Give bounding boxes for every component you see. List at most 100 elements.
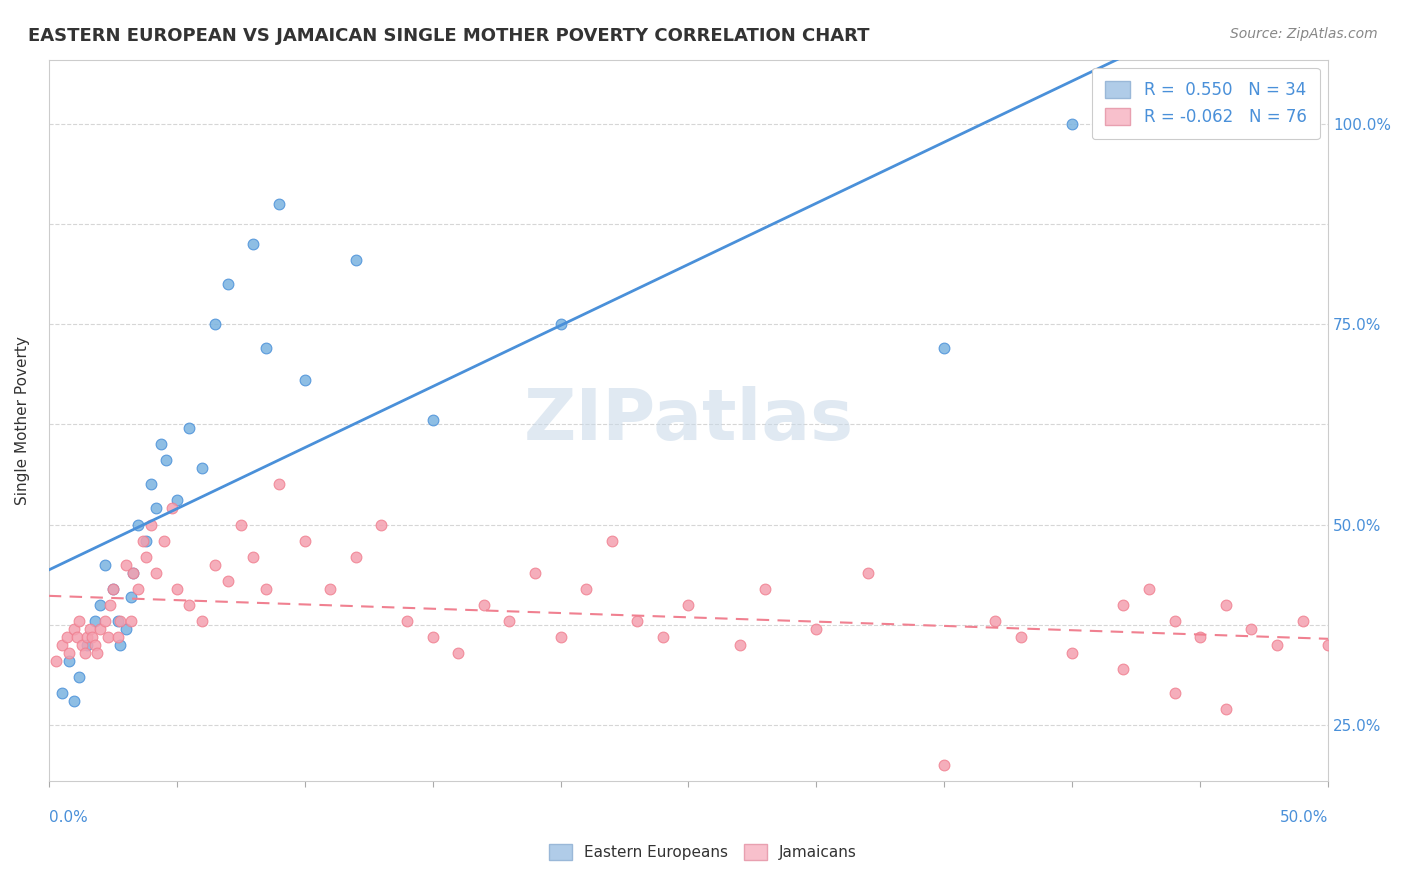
Point: [114, 558, 136, 572]
Point: [82, 630, 104, 644]
Point: [69, 614, 91, 628]
Point: [191, 614, 214, 628]
Point: [1215, 702, 1237, 716]
Point: [145, 501, 167, 516]
Point: [447, 646, 470, 660]
Point: [229, 517, 252, 532]
Point: [934, 758, 956, 772]
Point: [45, 654, 67, 668]
Point: [79, 622, 101, 636]
Point: [217, 574, 239, 588]
Point: [1215, 598, 1237, 612]
Point: [58, 654, 80, 668]
Point: [63, 622, 86, 636]
Point: [370, 517, 392, 532]
Point: [73, 646, 96, 660]
Point: [166, 493, 188, 508]
Point: [422, 413, 444, 427]
Point: [550, 317, 572, 331]
Point: [1112, 598, 1135, 612]
Point: [626, 614, 648, 628]
Point: [150, 437, 173, 451]
Point: [120, 614, 142, 628]
Point: [319, 582, 342, 596]
Point: [127, 517, 149, 532]
Point: [179, 421, 201, 435]
Point: [984, 614, 1007, 628]
Point: [110, 638, 132, 652]
Point: [1265, 638, 1288, 652]
Text: 50.0%: 50.0%: [1279, 810, 1329, 825]
Legend: R =  0.550   N = 34, R = -0.062   N = 76: R = 0.550 N = 34, R = -0.062 N = 76: [1092, 68, 1320, 139]
Point: [110, 614, 132, 628]
Point: [76, 630, 98, 644]
Point: [651, 630, 673, 644]
Point: [254, 582, 277, 596]
Point: [472, 598, 495, 612]
Point: [83, 638, 105, 652]
Point: [267, 477, 290, 491]
Point: [51, 686, 73, 700]
Point: [107, 630, 129, 644]
Point: [66, 630, 89, 644]
Point: [132, 533, 155, 548]
Point: [145, 566, 167, 580]
Point: [294, 533, 316, 548]
Point: [114, 622, 136, 636]
Point: [523, 566, 546, 580]
Point: [934, 341, 956, 355]
Point: [69, 670, 91, 684]
Point: [1163, 686, 1185, 700]
Point: [76, 638, 98, 652]
Point: [107, 614, 129, 628]
Legend: Eastern Europeans, Jamaicans: Eastern Europeans, Jamaicans: [543, 838, 863, 866]
Point: [754, 582, 776, 596]
Point: [70, 638, 93, 652]
Point: [254, 341, 277, 355]
Point: [160, 501, 183, 516]
Point: [1137, 582, 1160, 596]
Point: [98, 598, 121, 612]
Y-axis label: Single Mother Poverty: Single Mother Poverty: [15, 336, 30, 505]
Point: [395, 614, 418, 628]
Point: [94, 614, 117, 628]
Point: [728, 638, 751, 652]
Point: [242, 549, 264, 564]
Point: [120, 590, 142, 604]
Point: [550, 630, 572, 644]
Point: [1112, 662, 1135, 676]
Point: [1291, 614, 1313, 628]
Point: [155, 453, 177, 467]
Point: [127, 582, 149, 596]
Point: [856, 566, 879, 580]
Point: [806, 622, 828, 636]
Point: [135, 533, 157, 548]
Point: [1240, 622, 1263, 636]
Point: [1062, 117, 1084, 131]
Point: [344, 549, 367, 564]
Point: [1317, 638, 1340, 652]
Point: [166, 582, 188, 596]
Point: [58, 646, 80, 660]
Point: [1010, 630, 1032, 644]
Point: [1189, 630, 1212, 644]
Text: ZIPatlas: ZIPatlas: [523, 386, 853, 455]
Point: [83, 614, 105, 628]
Point: [94, 558, 117, 572]
Point: [498, 614, 520, 628]
Text: Source: ZipAtlas.com: Source: ZipAtlas.com: [1230, 27, 1378, 41]
Point: [101, 582, 124, 596]
Point: [575, 582, 598, 596]
Point: [422, 630, 444, 644]
Point: [122, 566, 145, 580]
Point: [139, 517, 162, 532]
Point: [191, 461, 214, 475]
Point: [97, 630, 120, 644]
Point: [1163, 614, 1185, 628]
Point: [51, 638, 73, 652]
Text: 0.0%: 0.0%: [49, 810, 87, 825]
Point: [242, 236, 264, 251]
Point: [600, 533, 623, 548]
Point: [135, 549, 157, 564]
Point: [179, 598, 201, 612]
